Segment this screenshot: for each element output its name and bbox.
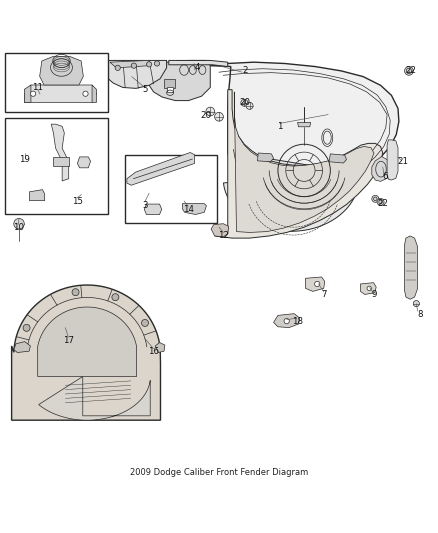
Text: 22: 22 <box>377 199 388 208</box>
Polygon shape <box>12 285 160 420</box>
Polygon shape <box>25 85 96 102</box>
Polygon shape <box>234 92 374 232</box>
Text: 20: 20 <box>201 111 212 120</box>
Circle shape <box>367 286 371 290</box>
Text: 4: 4 <box>194 63 200 72</box>
Text: 19: 19 <box>19 155 30 164</box>
Circle shape <box>147 62 152 67</box>
Circle shape <box>206 107 215 116</box>
Polygon shape <box>40 56 83 85</box>
Circle shape <box>112 294 119 301</box>
Circle shape <box>131 63 137 68</box>
Text: 12: 12 <box>218 231 229 240</box>
Polygon shape <box>14 342 30 352</box>
Text: 18: 18 <box>292 317 303 326</box>
Text: 3: 3 <box>142 201 148 210</box>
Text: 10: 10 <box>13 223 24 232</box>
Polygon shape <box>169 60 228 67</box>
Circle shape <box>14 219 24 229</box>
Polygon shape <box>53 192 97 208</box>
Circle shape <box>314 281 320 287</box>
Polygon shape <box>305 277 325 292</box>
Polygon shape <box>127 152 194 185</box>
Polygon shape <box>39 376 150 420</box>
Circle shape <box>23 325 30 332</box>
Polygon shape <box>155 343 165 352</box>
Text: 11: 11 <box>32 83 43 92</box>
Bar <box>125 155 217 223</box>
Polygon shape <box>92 85 96 102</box>
Circle shape <box>83 91 88 96</box>
Circle shape <box>372 195 379 203</box>
Circle shape <box>241 99 248 106</box>
Polygon shape <box>210 62 399 200</box>
Polygon shape <box>211 224 229 237</box>
Text: 9: 9 <box>371 290 377 300</box>
Circle shape <box>31 91 36 96</box>
Circle shape <box>154 61 159 66</box>
Polygon shape <box>149 60 210 101</box>
Circle shape <box>246 102 253 109</box>
Polygon shape <box>223 152 359 231</box>
Polygon shape <box>164 79 175 88</box>
Text: 2: 2 <box>243 66 248 75</box>
Text: 8: 8 <box>417 310 423 319</box>
Polygon shape <box>297 123 311 127</box>
Bar <box>5 53 108 111</box>
Polygon shape <box>53 157 69 166</box>
Circle shape <box>141 319 148 326</box>
Text: 20: 20 <box>240 98 251 107</box>
Polygon shape <box>215 90 383 238</box>
Polygon shape <box>405 236 418 299</box>
Polygon shape <box>182 204 206 214</box>
Polygon shape <box>360 282 376 294</box>
Circle shape <box>215 112 223 121</box>
Text: 5: 5 <box>142 85 148 94</box>
Circle shape <box>284 318 289 324</box>
Polygon shape <box>274 313 300 328</box>
Text: 22: 22 <box>406 66 417 75</box>
Circle shape <box>72 289 79 296</box>
Circle shape <box>115 65 120 70</box>
Text: 1: 1 <box>277 122 283 131</box>
Circle shape <box>377 198 384 205</box>
Text: 21: 21 <box>397 157 408 166</box>
Polygon shape <box>372 157 390 181</box>
Polygon shape <box>144 204 162 215</box>
Polygon shape <box>105 60 166 88</box>
Polygon shape <box>387 140 398 180</box>
Polygon shape <box>51 124 69 181</box>
Circle shape <box>405 67 413 75</box>
Circle shape <box>413 301 420 306</box>
Text: 7: 7 <box>321 290 327 300</box>
Text: 14: 14 <box>183 205 194 214</box>
Polygon shape <box>329 154 346 163</box>
Text: 6: 6 <box>382 173 388 182</box>
Text: 17: 17 <box>63 336 74 345</box>
Polygon shape <box>78 157 91 168</box>
Polygon shape <box>258 153 274 161</box>
Polygon shape <box>110 60 149 68</box>
Polygon shape <box>25 85 31 102</box>
Polygon shape <box>77 208 86 215</box>
Text: 15: 15 <box>71 197 83 206</box>
Polygon shape <box>29 190 45 200</box>
Bar <box>5 118 108 214</box>
Polygon shape <box>166 87 173 92</box>
Text: 2009 Dodge Caliber Front Fender Diagram: 2009 Dodge Caliber Front Fender Diagram <box>130 468 308 477</box>
Text: 16: 16 <box>148 347 159 356</box>
Polygon shape <box>38 307 137 376</box>
